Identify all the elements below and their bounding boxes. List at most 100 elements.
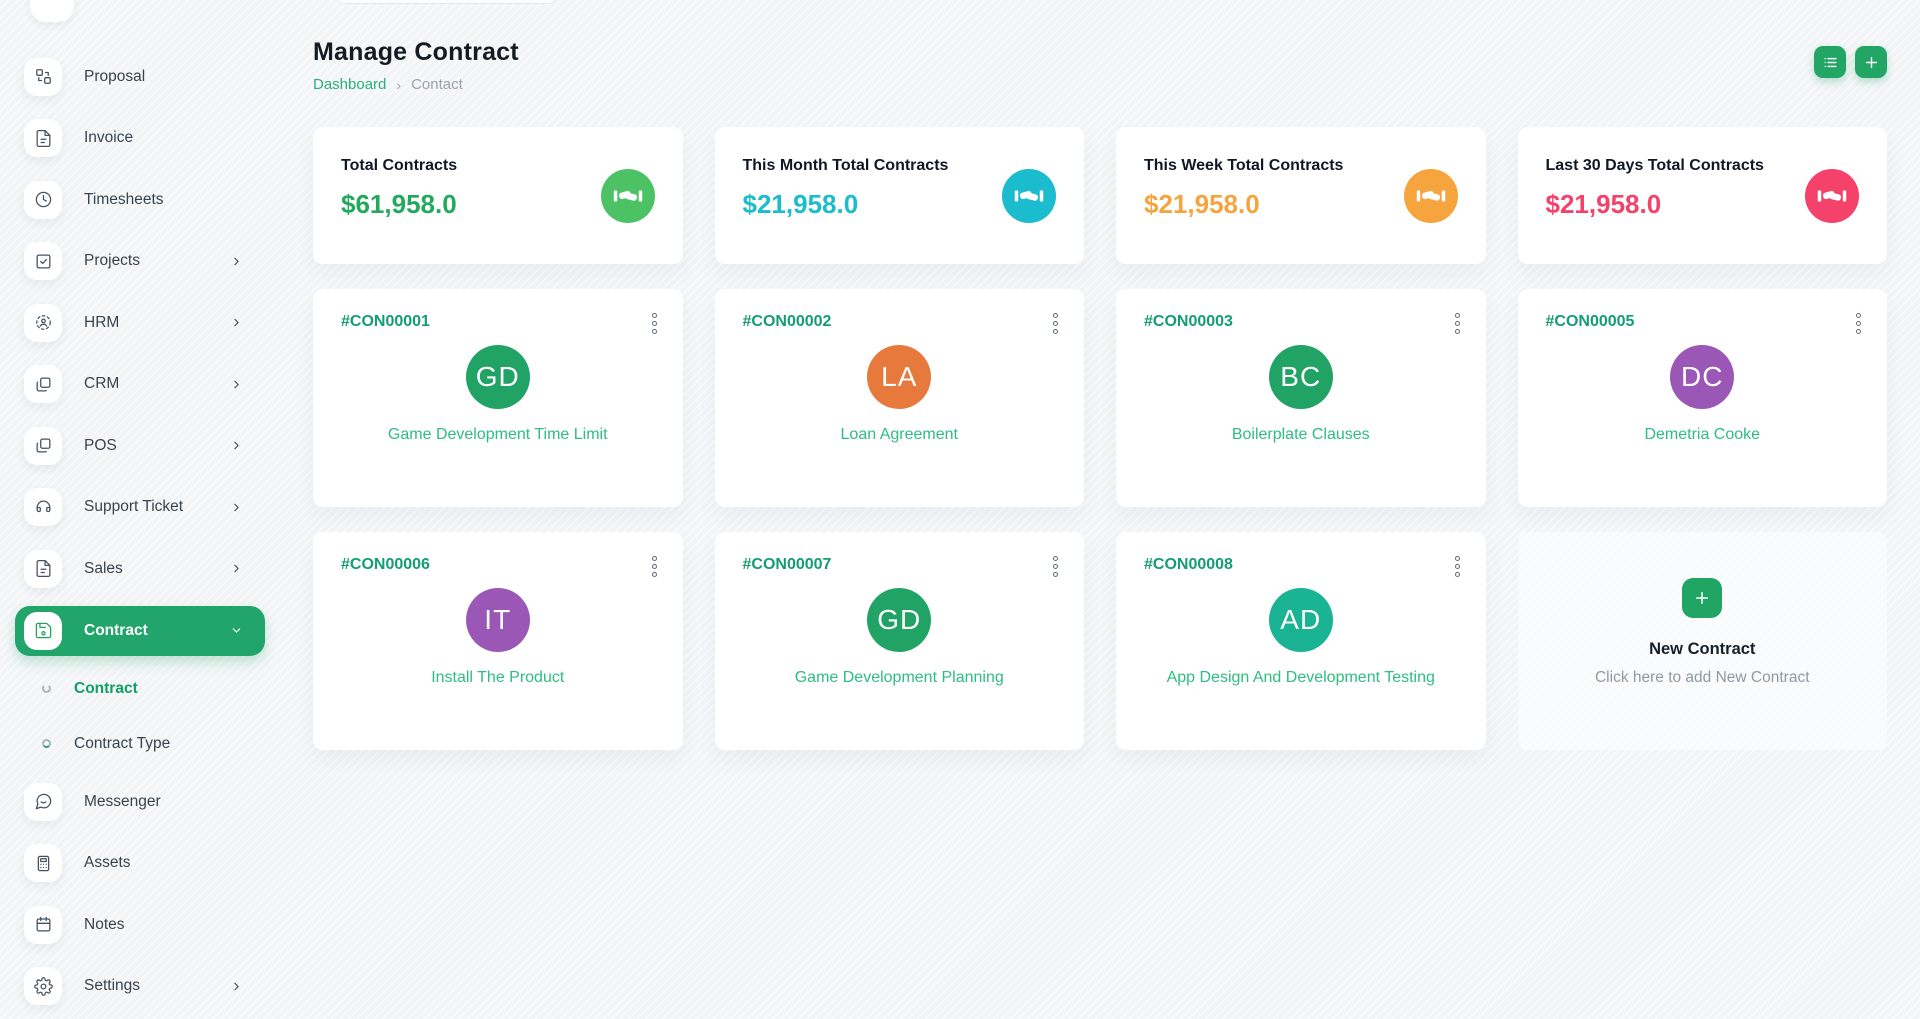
breadcrumb-separator-icon: › xyxy=(396,76,402,93)
contract-card: #CON00001 GD Game Development Time Limit xyxy=(313,289,683,507)
stat-title: Total Contracts xyxy=(341,157,458,174)
stat-amount: $61,958.0 xyxy=(341,189,457,219)
contract-id-link[interactable]: #CON00008 xyxy=(1144,556,1233,573)
list-icon xyxy=(1822,54,1839,71)
handshake-icon xyxy=(1805,168,1859,223)
contract-name-link[interactable]: Loan Agreement xyxy=(840,426,958,443)
sidebar-item-invoice[interactable]: Invoice xyxy=(0,108,265,170)
sidebar-item-sales[interactable]: Sales xyxy=(0,538,265,600)
header-actions xyxy=(1814,46,1887,78)
kebab-menu-icon[interactable] xyxy=(648,552,661,581)
gear-icon xyxy=(24,967,62,1006)
chat-bubble-icon xyxy=(24,782,62,821)
contract-name-link[interactable]: Install The Product xyxy=(431,669,565,686)
contract-name-link[interactable]: Game Development Planning xyxy=(794,669,1004,686)
stat-card-last-30-days: Last 30 Days Total Contracts $21,958.0 xyxy=(1517,127,1887,264)
sidebar-item-messenger[interactable]: Messenger xyxy=(0,771,265,833)
stat-title: This Month Total Contracts xyxy=(742,157,949,174)
new-contract-card[interactable]: New Contract Click here to add New Contr… xyxy=(1517,532,1887,750)
sidebar-item-proposal[interactable]: Proposal xyxy=(0,46,265,108)
submenu-item-contract[interactable]: Contract xyxy=(0,661,265,716)
submenu-item-label: Contract Type xyxy=(74,734,171,752)
sales-file-icon xyxy=(24,549,62,588)
contract-id-link[interactable]: #CON00003 xyxy=(1144,313,1233,330)
page-title: Manage Contract xyxy=(313,38,519,66)
contract-card: #CON00008 AD App Design And Development … xyxy=(1116,532,1486,750)
main-content: Manage Contract Dashboard › Contact Tota… xyxy=(313,0,1887,750)
kebab-menu-icon[interactable] xyxy=(1852,309,1865,338)
crm-layers-icon xyxy=(24,365,62,404)
contract-card: #CON00003 BC Boilerplate Clauses xyxy=(1116,289,1486,507)
contract-card: #CON00005 DC Demetria Cooke xyxy=(1517,289,1887,507)
chevron-right-icon xyxy=(230,255,243,268)
kebab-menu-icon[interactable] xyxy=(1451,552,1464,581)
stat-title: This Week Total Contracts xyxy=(1144,157,1344,174)
sidebar-item-support-ticket[interactable]: Support Ticket xyxy=(0,477,265,539)
invoice-icon xyxy=(24,119,62,158)
topbar-cutoff-edge xyxy=(331,0,561,4)
contract-id-link[interactable]: #CON00002 xyxy=(742,313,832,330)
sidebar-item-assets[interactable]: Assets xyxy=(0,833,265,895)
sidebar-item-label: Timesheets xyxy=(84,190,164,208)
avatar: DC xyxy=(1670,345,1735,409)
contract-name-link[interactable]: Boilerplate Clauses xyxy=(1231,426,1370,443)
contract-active-pill[interactable]: Contract xyxy=(15,605,265,656)
check-square-icon xyxy=(24,242,62,281)
stat-card-month: This Month Total Contracts $21,958.0 xyxy=(714,127,1084,264)
cut-off-icon-tile xyxy=(30,0,74,22)
avatar: AD xyxy=(1268,588,1333,652)
sidebar-item-pos[interactable]: POS xyxy=(0,415,265,477)
sidebar-item-projects[interactable]: Projects xyxy=(0,231,265,293)
stats-row: Total Contracts $61,958.0 This Month Tot… xyxy=(313,127,1887,264)
sidebar-item-label: Notes xyxy=(84,915,125,933)
contract-name-link[interactable]: Demetria Cooke xyxy=(1644,426,1761,443)
stat-amount: $21,958.0 xyxy=(742,189,859,219)
sidebar-item-notes[interactable]: Notes xyxy=(0,894,265,956)
sidebar-item-timesheets[interactable]: Timesheets xyxy=(0,169,265,231)
kebab-menu-icon[interactable] xyxy=(1049,309,1062,338)
contract-id-link[interactable]: #CON00005 xyxy=(1545,313,1635,330)
chevron-right-icon xyxy=(230,562,243,575)
contract-name-link[interactable]: Game Development Time Limit xyxy=(387,426,608,443)
sidebar-item-label: CRM xyxy=(84,375,120,393)
breadcrumb-current: Contact xyxy=(411,76,463,93)
kebab-menu-icon[interactable] xyxy=(1049,552,1062,581)
kebab-menu-icon[interactable] xyxy=(1451,309,1464,338)
stat-title: Last 30 Days Total Contracts xyxy=(1545,157,1764,174)
sidebar-item-hrm[interactable]: HRM xyxy=(0,292,265,354)
breadcrumb-dashboard-link[interactable]: Dashboard xyxy=(313,76,387,93)
headphones-icon xyxy=(24,488,62,527)
plus-icon xyxy=(1863,54,1880,71)
sidebar-item-label: HRM xyxy=(84,313,120,331)
new-contract-title: New Contract xyxy=(1649,639,1756,658)
contract-id-link[interactable]: #CON00006 xyxy=(341,556,430,573)
new-contract-subtitle: Click here to add New Contract xyxy=(1594,668,1810,686)
chevron-right-icon xyxy=(230,316,243,329)
stat-card-total: Total Contracts $61,958.0 xyxy=(313,127,683,264)
contract-id-link[interactable]: #CON00007 xyxy=(742,556,832,573)
new-contract-plus-button[interactable] xyxy=(1682,577,1723,618)
contract-id-link[interactable]: #CON00001 xyxy=(341,313,430,330)
chevron-down-icon xyxy=(230,624,243,637)
submenu-item-contract-type[interactable]: Contract Type xyxy=(0,716,265,771)
handshake-icon xyxy=(1403,168,1458,223)
contract-name-link[interactable]: App Design And Development Testing xyxy=(1166,669,1435,686)
breadcrumb: Dashboard › Contact xyxy=(313,76,1887,93)
sidebar-item-settings[interactable]: Settings xyxy=(0,956,265,1018)
avatar: LA xyxy=(867,345,932,409)
add-contract-button[interactable] xyxy=(1855,46,1887,78)
handshake-icon xyxy=(1002,168,1056,223)
sidebar-item-contract[interactable]: Contract xyxy=(0,600,265,662)
avatar: IT xyxy=(465,588,530,652)
chevron-right-icon xyxy=(230,501,243,514)
calendar-icon xyxy=(24,905,62,944)
contract-card: #CON00007 GD Game Development Planning xyxy=(714,532,1084,750)
list-view-button[interactable] xyxy=(1814,46,1846,78)
sidebar-item-crm[interactable]: CRM xyxy=(0,354,265,416)
avatar: BC xyxy=(1268,345,1333,409)
avatar: GD xyxy=(867,588,932,652)
stat-amount: $21,958.0 xyxy=(1545,189,1662,219)
kebab-menu-icon[interactable] xyxy=(648,309,661,338)
pos-layers-icon xyxy=(24,426,62,465)
sidebar-item-label: Invoice xyxy=(84,129,134,147)
